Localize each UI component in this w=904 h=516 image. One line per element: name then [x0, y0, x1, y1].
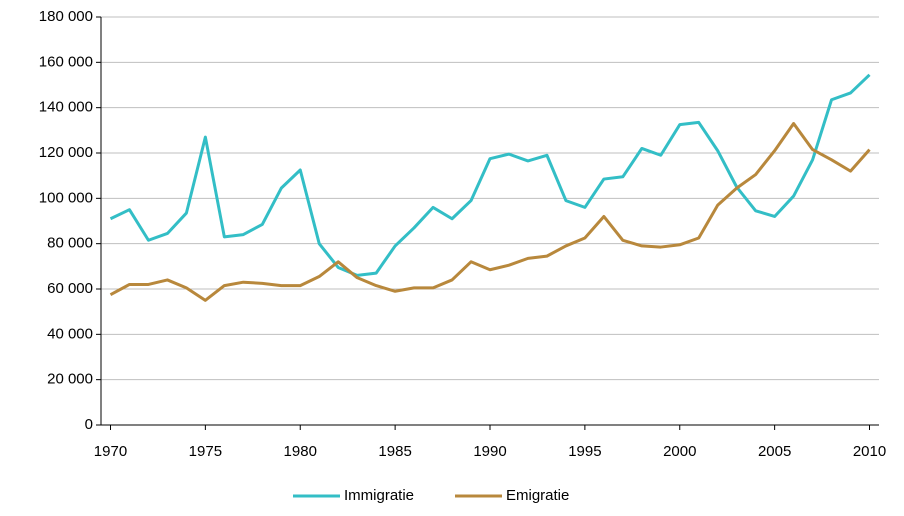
x-tick-label: 1970: [94, 443, 127, 460]
x-tick-label: 1995: [568, 443, 601, 460]
y-tick-label: 20 000: [47, 371, 93, 388]
legend-label: Immigratie: [344, 487, 414, 504]
y-tick-label: 60 000: [47, 280, 93, 297]
legend-label: Emigratie: [506, 487, 569, 504]
series-line: [109, 73, 871, 277]
x-tick-label: 1990: [473, 443, 506, 460]
y-tick-label: 100 000: [39, 189, 93, 206]
series-line: [109, 122, 871, 302]
y-tick-label: 180 000: [39, 8, 93, 25]
x-tick-label: 1980: [284, 443, 317, 460]
y-tick-label: 160 000: [39, 53, 93, 70]
x-tick-label: 2010: [853, 443, 886, 460]
y-tick-label: 0: [85, 416, 93, 433]
x-tick-label: 1985: [378, 443, 411, 460]
x-tick-label: 1975: [189, 443, 222, 460]
y-tick-label: 140 000: [39, 99, 93, 116]
y-tick-label: 40 000: [47, 325, 93, 342]
y-tick-label: 120 000: [39, 144, 93, 161]
x-tick-label: 2000: [663, 443, 696, 460]
x-tick-label: 2005: [758, 443, 791, 460]
y-tick-label: 80 000: [47, 235, 93, 252]
